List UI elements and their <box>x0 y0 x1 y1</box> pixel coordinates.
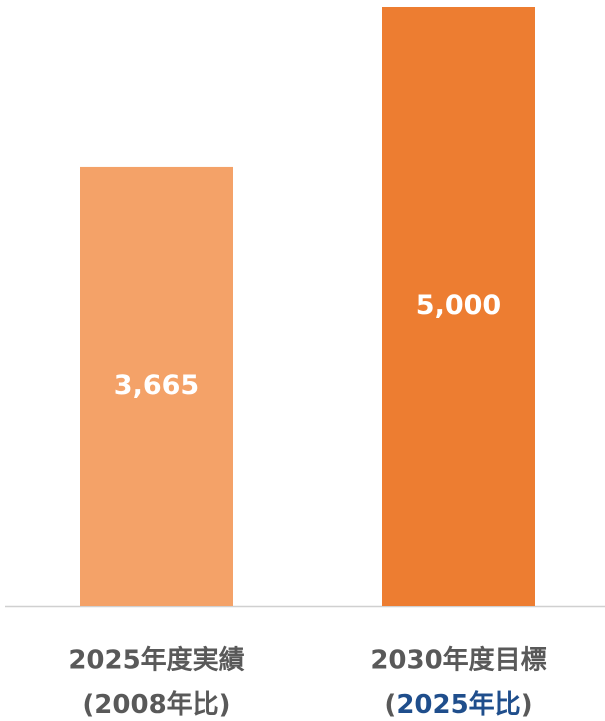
x-tick-note: (2008年比) <box>82 689 230 720</box>
data-label: 5,000 <box>416 290 501 321</box>
note-part: ) <box>521 690 533 720</box>
note-part: ( <box>384 690 396 720</box>
bar <box>382 7 535 606</box>
bar <box>80 166 233 607</box>
x-tick-label: 2025年度実績 <box>68 645 244 676</box>
note-part: (2008年比) <box>82 689 230 720</box>
x-tick-note: (2025年比) <box>384 689 532 720</box>
data-label: 3,665 <box>114 370 199 401</box>
note-part: 2025年比 <box>396 689 520 720</box>
x-tick-label: 2030年度目標 <box>370 645 546 676</box>
